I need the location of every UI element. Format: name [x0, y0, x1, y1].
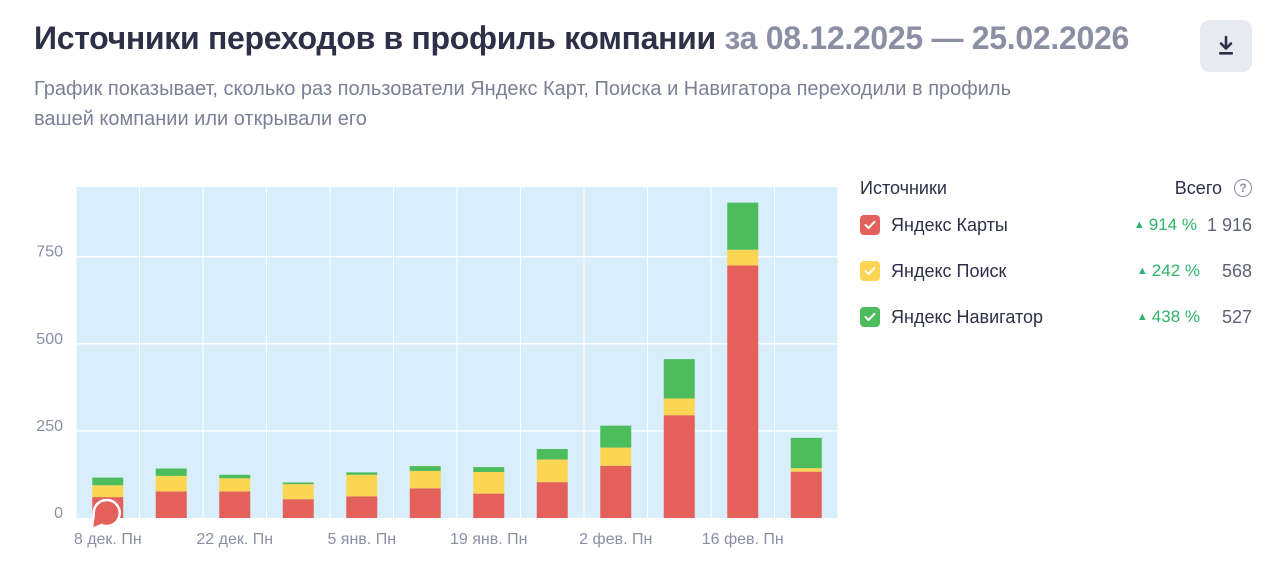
title-date-range[interactable]: за 08.12.2025 — 25.02.2026	[724, 20, 1129, 56]
question-circle-icon[interactable]: ?	[1234, 179, 1252, 197]
bar-segment-navigator	[727, 202, 759, 250]
change-value: 914 %	[1148, 215, 1197, 234]
legend-item-total: 527	[1221, 306, 1252, 327]
bar-segment-search	[155, 475, 187, 492]
bar-segment-maps	[155, 491, 187, 518]
legend-item-change: ▲ 438 %	[1137, 307, 1200, 327]
triangle-up-icon: ▲	[1136, 265, 1148, 277]
y-tick-label: 750	[36, 244, 63, 261]
stacked-bar-chart: 0 250 500 750 8 дек. Пн 22 дек. Пн 5 янв. Пн 19…	[36, 187, 839, 548]
bar-segment-navigator	[663, 359, 695, 399]
bar-segment-search	[92, 485, 124, 498]
y-tick-label: 500	[36, 331, 63, 348]
bar-segment-search	[346, 474, 378, 497]
bar-segment-maps	[727, 265, 759, 518]
bar-segment-search	[727, 249, 759, 266]
legend-item-label: Яндекс Карты	[891, 214, 1008, 235]
bar-segment-maps	[473, 493, 505, 518]
legend-total-label: Всего	[1174, 177, 1222, 198]
legend-panel: Источники Всего ? Яндекс Карты ▲ 914 % 1 …	[860, 174, 1252, 340]
x-tick-label: 8 дек. Пн	[74, 531, 142, 548]
legend-item-search[interactable]: Яндекс Поиск ▲ 242 % 568	[860, 248, 1252, 294]
bar-segment-search	[473, 472, 505, 494]
bar-segment-maps	[409, 488, 441, 518]
bar-segment-maps	[663, 415, 695, 518]
bar-segment-maps	[536, 482, 568, 518]
bar-segment-navigator	[790, 437, 822, 469]
bar-segment-maps	[346, 496, 378, 518]
bar-segment-search	[282, 484, 314, 500]
bar-segment-search	[219, 478, 251, 492]
bar-segment-navigator	[282, 482, 314, 485]
legend-item-change: ▲ 242 %	[1137, 261, 1200, 281]
checkbox-checked-icon[interactable]	[860, 261, 880, 281]
x-tick-label: 2 фев. Пн	[579, 531, 652, 548]
legend-header: Источники Всего ?	[860, 174, 1252, 202]
bar-segment-navigator	[155, 468, 187, 476]
download-button[interactable]	[1200, 20, 1252, 72]
bar-segment-navigator	[409, 466, 441, 471]
bar-segment-navigator	[600, 425, 632, 448]
checkbox-checked-icon[interactable]	[860, 307, 880, 327]
bar-segment-maps	[600, 465, 632, 518]
x-tick-label: 16 фев. Пн	[702, 531, 784, 548]
bar-segment-maps	[219, 491, 251, 518]
bar-segment-navigator	[219, 474, 251, 479]
page-subtitle: График показывает, сколько раз пользоват…	[34, 78, 1012, 130]
legend-item-total: 1 916	[1206, 214, 1252, 235]
x-tick-label: 5 янв. Пн	[327, 531, 396, 548]
legend-item-total: 568	[1221, 260, 1252, 281]
checkbox-checked-icon[interactable]	[860, 215, 880, 235]
change-value: 438 %	[1151, 307, 1200, 326]
bar-segment-maps	[282, 499, 314, 518]
legend-item-navigator[interactable]: Яндекс Навигатор ▲ 438 % 527	[860, 294, 1252, 340]
bar-segment-maps	[790, 471, 822, 518]
bar-segment-search	[600, 447, 632, 466]
legend-item-maps[interactable]: Яндекс Карты ▲ 914 % 1 916	[860, 202, 1252, 248]
comment-marker-icon[interactable]	[90, 498, 121, 531]
x-tick-label: 22 дек. Пн	[196, 531, 273, 548]
legend-item-change: ▲ 914 %	[1134, 215, 1197, 235]
x-tick-label: 19 янв. Пн	[450, 531, 527, 548]
legend-heading: Источники	[860, 177, 947, 198]
bar-segment-search	[536, 459, 568, 483]
change-value: 242 %	[1151, 261, 1200, 280]
legend-item-label: Яндекс Навигатор	[891, 306, 1044, 327]
bar-segment-search	[790, 468, 822, 472]
bar-segment-search	[663, 398, 695, 416]
y-tick-label: 0	[54, 505, 63, 522]
y-tick-label: 250	[36, 418, 63, 435]
bar-segment-navigator	[92, 477, 124, 486]
bar-segment-navigator	[536, 449, 568, 460]
bar-segment-navigator	[473, 467, 505, 473]
triangle-up-icon: ▲	[1133, 219, 1145, 231]
download-icon	[1219, 35, 1233, 55]
title-main: Источники переходов в профиль компании	[34, 20, 716, 56]
bar-segment-search	[409, 470, 441, 489]
bar-segment-navigator	[346, 472, 378, 475]
page-title: Источники переходов в профиль компании з…	[34, 20, 1129, 57]
legend-item-label: Яндекс Поиск	[891, 260, 1007, 281]
triangle-up-icon: ▲	[1136, 311, 1148, 323]
